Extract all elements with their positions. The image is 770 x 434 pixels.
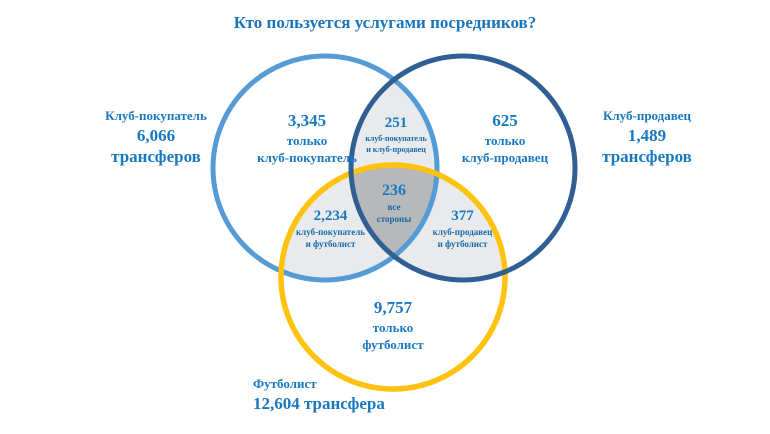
- region-only-buyer-line2: клуб-покупатель: [257, 150, 357, 165]
- region-buyer-seller-line2: и клуб-продавец: [366, 145, 426, 154]
- player-set-total: 12,604 трансфера: [253, 394, 385, 413]
- region-only-player-value: 9,757: [373, 298, 413, 317]
- region-all-sides-line1: все: [387, 202, 401, 212]
- buyer-circle: [210, 53, 440, 283]
- region-only-seller: 625 только клуб-продавец: [415, 110, 595, 166]
- region-seller-player-line1: клуб-продавец: [432, 227, 493, 237]
- region-only-seller-line1: только: [484, 133, 526, 148]
- buyer-set-unit: трансферов: [111, 147, 201, 166]
- triple-overlap: [351, 165, 437, 280]
- region-all-sides: 236 все стороны: [354, 181, 434, 225]
- region-seller-player-line2: и футболист: [437, 239, 488, 249]
- seller-set-name: Клуб-продавец: [602, 108, 692, 123]
- buyer-set-total: 6,066: [136, 126, 176, 145]
- region-buyer-seller-line1: клуб-покупатель: [365, 134, 427, 143]
- player-set-label: Футболист 12,604 трансфера: [253, 375, 483, 414]
- page-title: Кто пользуется услугами посредников?: [233, 13, 537, 32]
- region-buyer-player: 2,234 клуб-покупатель и футболист: [268, 207, 393, 250]
- region-seller-player-value: 377: [451, 208, 474, 224]
- region-only-buyer-value: 3,345: [287, 111, 327, 130]
- region-buyer-player-value: 2,234: [313, 208, 348, 224]
- region-only-player-line1: только: [372, 320, 414, 335]
- region-only-seller-line2: клуб-продавец: [461, 150, 549, 165]
- region-seller-player: 377 клуб-продавец и футболист: [400, 207, 525, 250]
- player-circle: [278, 162, 508, 392]
- region-only-buyer-line1: только: [286, 133, 328, 148]
- seller-set-total: 1,489: [627, 126, 667, 145]
- region-buyer-seller-value: 251: [384, 115, 408, 131]
- seller-circle: [348, 53, 578, 283]
- seller-set-label: Клуб-продавец 1,489 трансферов: [552, 107, 742, 167]
- region-only-buyer: 3,345 только клуб-покупатель: [217, 110, 397, 166]
- player-set-name: Футболист: [253, 376, 317, 391]
- region-only-player: 9,757 только футболист: [313, 297, 473, 353]
- region-only-seller-value: 625: [492, 111, 518, 130]
- region-only-player-line2: футболист: [362, 337, 424, 352]
- region-buyer-player-line1: клуб-покупатель: [295, 227, 366, 237]
- buyer-set-label: Клуб-покупатель 6,066 трансферов: [61, 107, 251, 167]
- region-buyer-player-line2: и футболист: [305, 239, 356, 249]
- seller-set-unit: трансферов: [602, 147, 692, 166]
- region-buyer-seller: 251 клуб-покупатель и клуб-продавец: [346, 114, 446, 155]
- region-all-sides-value: 236: [382, 182, 406, 199]
- region-all-sides-line2: стороны: [376, 214, 412, 224]
- buyer-set-name: Клуб-покупатель: [105, 108, 207, 123]
